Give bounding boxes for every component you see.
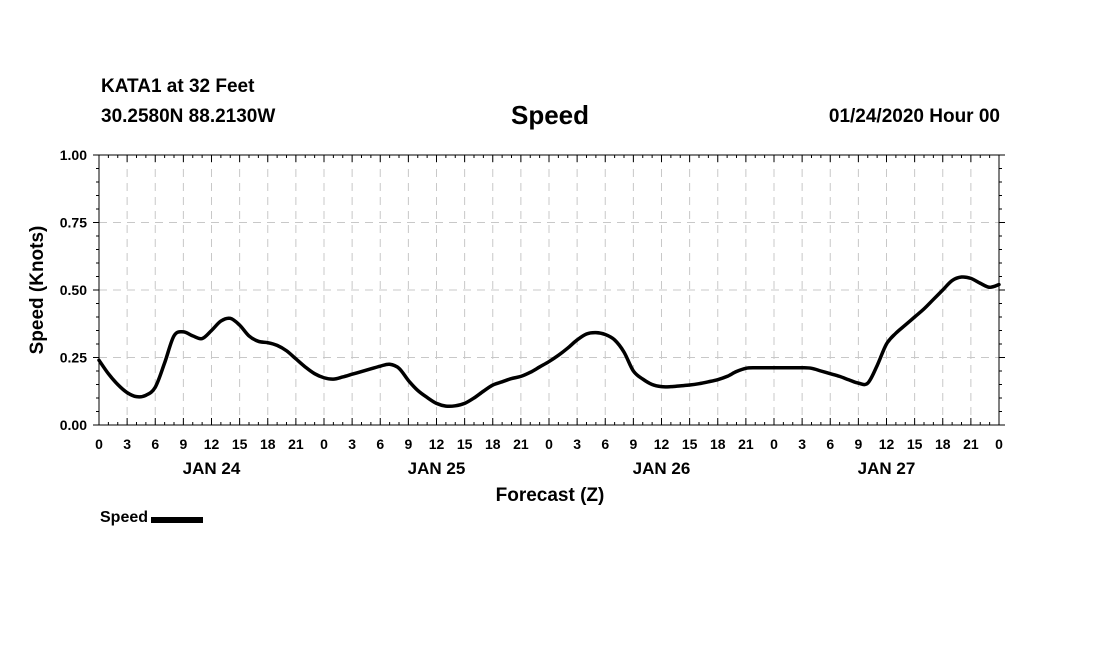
- x-tick-label: 15: [682, 436, 698, 452]
- x-tick-label: 3: [573, 436, 581, 452]
- x-tick-label: 12: [429, 436, 445, 452]
- forecast-datetime-label: 01/24/2020 Hour 00: [828, 106, 1000, 127]
- x-tick-label: 12: [204, 436, 220, 452]
- axes: [93, 154, 1005, 426]
- x-tick-label: 0: [770, 436, 778, 452]
- legend-label-speed: Speed: [100, 509, 149, 526]
- x-tick-label: 6: [601, 436, 609, 452]
- x-tick-label: 3: [123, 436, 131, 452]
- x-tick-label: 15: [457, 436, 473, 452]
- series-line-speed: [97, 275, 1001, 409]
- x-axis-label: Forecast (Z): [496, 485, 605, 506]
- x-tick-label: 3: [348, 436, 356, 452]
- x-tick-label: 18: [485, 436, 501, 452]
- tick-labels: 0.00 0.25 0.50 0.75 1.00 0 3 6 9 12 15 18 21 0 3 6 9 12 15…: [60, 147, 1003, 478]
- y-tick-label: 0.00: [60, 417, 87, 433]
- x-tick-label: 0: [995, 436, 1003, 452]
- station-label: KATA1 at 32 Feet: [101, 76, 255, 97]
- day-label: JAN 25: [408, 459, 466, 478]
- x-tick-label: 9: [629, 436, 637, 452]
- x-tick-label: 18: [260, 436, 276, 452]
- x-tick-label: 18: [935, 436, 951, 452]
- x-tick-label: 6: [376, 436, 384, 452]
- x-tick-label: 21: [288, 436, 304, 452]
- x-tick-label: 9: [404, 436, 412, 452]
- x-tick-label: 15: [907, 436, 923, 452]
- x-tick-label: 21: [738, 436, 754, 452]
- y-tick-label: 0.25: [60, 350, 87, 366]
- chart-title: Speed: [510, 100, 590, 130]
- x-tick-label: 21: [513, 436, 529, 452]
- day-label: JAN 27: [858, 459, 916, 478]
- series-layer: [97, 275, 1001, 409]
- x-tick-label: 0: [95, 436, 103, 452]
- x-tick-label: 9: [854, 436, 862, 452]
- x-tick-label: 3: [798, 436, 806, 452]
- x-tick-label: 15: [232, 436, 248, 452]
- x-tick-label: 21: [963, 436, 979, 452]
- day-label: JAN 24: [183, 459, 241, 478]
- x-tick-label: 18: [710, 436, 726, 452]
- legend-swatch-speed: [151, 516, 204, 523]
- grid-lines: [99, 155, 999, 425]
- legend: Speed: [100, 509, 204, 527]
- x-tick-label: 12: [879, 436, 895, 452]
- x-tick-label: 6: [151, 436, 159, 452]
- y-axis-label: Speed (Knots): [27, 226, 48, 355]
- day-label: JAN 26: [633, 459, 691, 478]
- y-tick-label: 0.50: [60, 282, 87, 298]
- y-tick-label: 0.75: [60, 215, 87, 231]
- x-tick-label: 6: [826, 436, 834, 452]
- x-tick-label: 9: [179, 436, 187, 452]
- coordinates-label: 30.2580N 88.2130W: [101, 106, 276, 127]
- x-tick-label: 0: [545, 436, 553, 452]
- x-tick-label: 0: [320, 436, 328, 452]
- y-tick-label: 1.00: [60, 147, 87, 163]
- x-tick-label: 12: [654, 436, 670, 452]
